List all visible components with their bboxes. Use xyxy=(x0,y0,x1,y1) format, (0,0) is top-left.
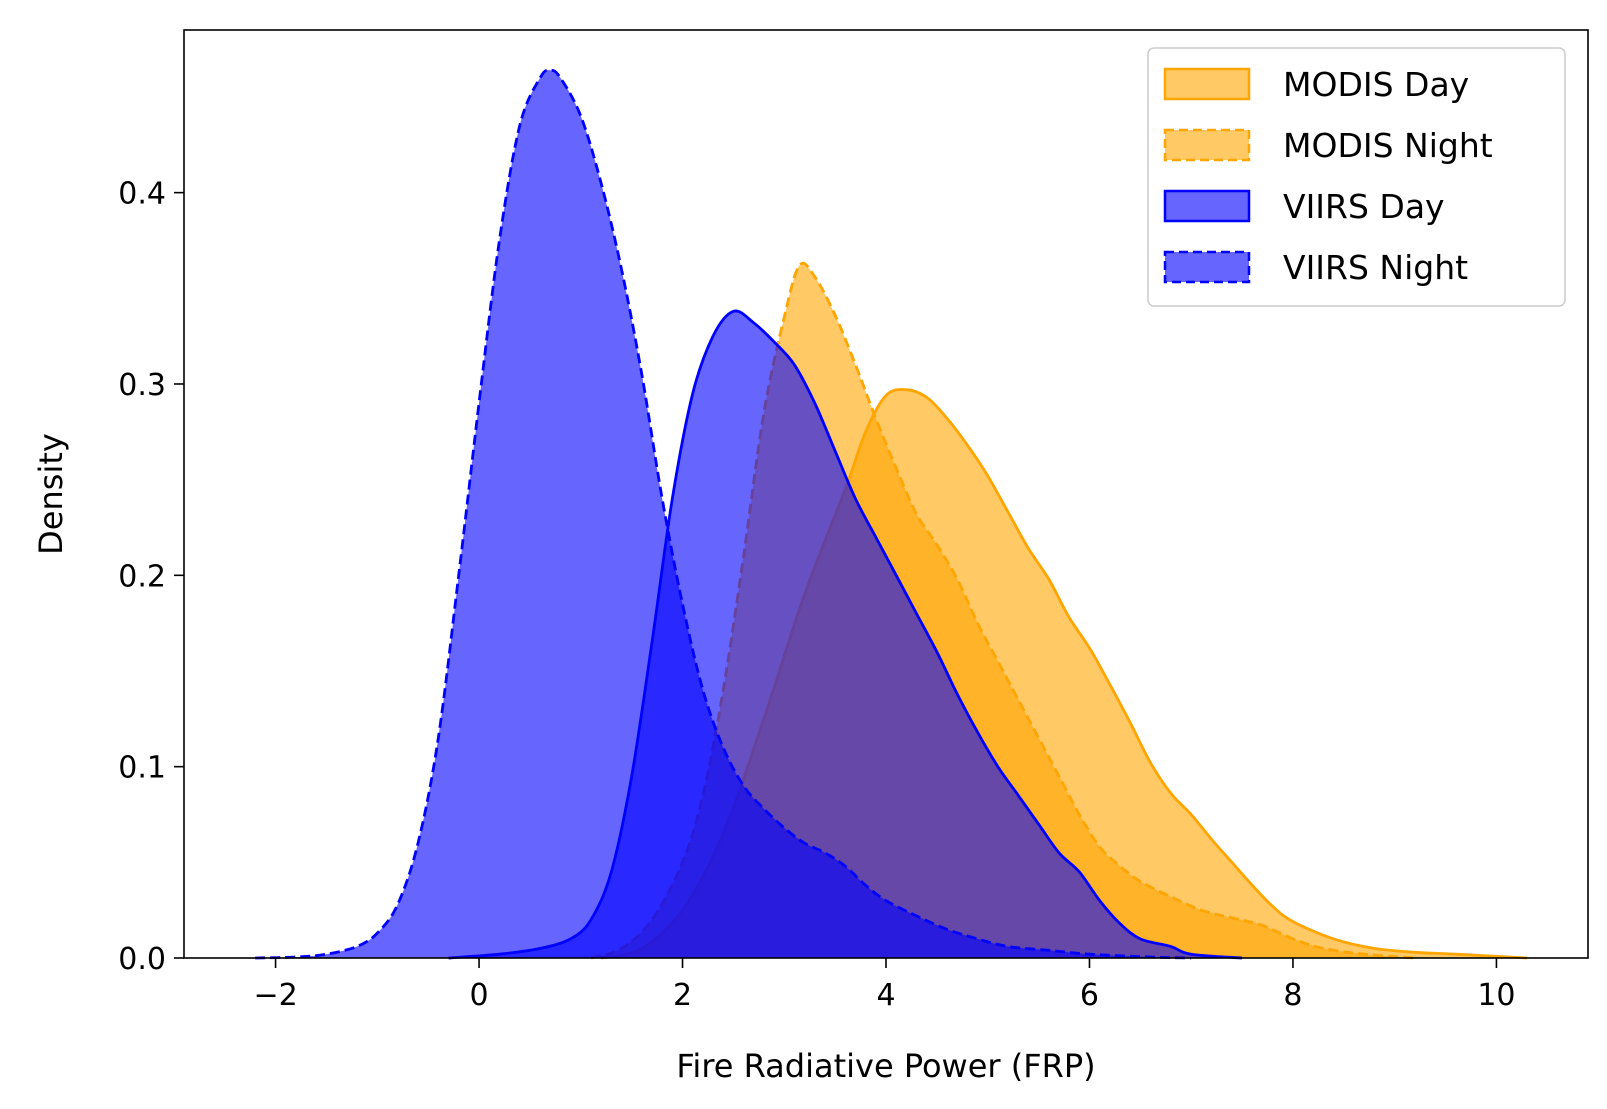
legend-label: VIIRS Night xyxy=(1283,248,1468,287)
legend-item-modis-day: MODIS Day xyxy=(1163,65,1469,104)
series-layer xyxy=(255,68,1528,960)
legend-swatch xyxy=(1163,67,1251,101)
series-viirs-night-line xyxy=(255,68,1192,960)
x-tick-label: 6 xyxy=(1080,978,1099,1013)
legend-label: VIIRS Day xyxy=(1283,187,1445,226)
y-tick-label: 0.4 xyxy=(118,177,166,212)
legend-item-viirs-day: VIIRS Day xyxy=(1163,187,1445,226)
legend-swatch xyxy=(1163,128,1251,162)
legend-item-viirs-night: VIIRS Night xyxy=(1163,248,1468,287)
x-tick-label: 8 xyxy=(1283,978,1302,1013)
x-tick-label: 2 xyxy=(673,978,692,1013)
y-tick-label: 0.3 xyxy=(118,368,166,403)
legend-swatch xyxy=(1163,250,1251,284)
series-viirs-night-fill xyxy=(255,70,1192,958)
legend-item-modis-night: MODIS Night xyxy=(1163,126,1493,165)
y-axis-label: Density xyxy=(32,433,70,555)
legend: MODIS Day MODIS Night VIIRS Day VIIRS Night xyxy=(1147,47,1566,307)
x-tick-label: 10 xyxy=(1477,978,1515,1013)
x-axis: −2 0 2 4 6 8 10 xyxy=(253,958,1516,1013)
legend-box xyxy=(1147,47,1566,307)
x-tick-label: 4 xyxy=(876,978,895,1013)
x-tick-label: 0 xyxy=(469,978,488,1013)
y-axis: 0.0 0.1 0.2 0.3 0.4 xyxy=(118,177,184,977)
y-tick-label: 0.0 xyxy=(118,942,166,977)
legend-swatch xyxy=(1163,189,1251,223)
legend-label: MODIS Day xyxy=(1283,65,1469,104)
y-tick-label: 0.2 xyxy=(118,559,166,594)
series-viirs-night xyxy=(255,68,1192,960)
legend-label: MODIS Night xyxy=(1283,126,1493,165)
y-tick-label: 0.1 xyxy=(118,751,166,786)
x-axis-label: Fire Radiative Power (FRP) xyxy=(676,1047,1095,1085)
x-tick-label: −2 xyxy=(253,978,297,1013)
